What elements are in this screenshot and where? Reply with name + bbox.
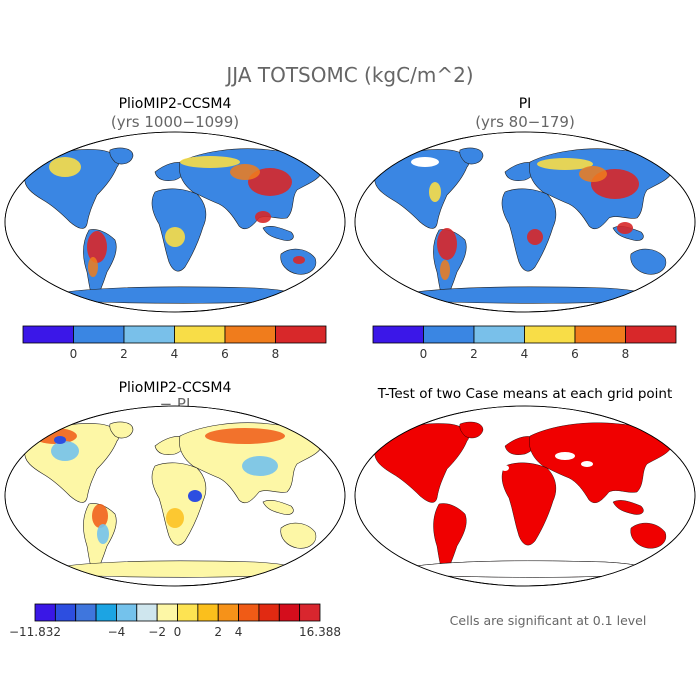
colorbar-swatch — [275, 325, 327, 344]
colorbar-pliomip2: 0 2 4 6 8 — [22, 325, 327, 361]
panel-4-title: T-Test of two Case means at each grid po… — [377, 386, 673, 402]
colorbar-swatch — [224, 325, 276, 344]
colorbar-tick-label: 8 — [272, 347, 280, 361]
colorbar-swatch — [136, 603, 158, 622]
colorbar-swatch — [123, 325, 175, 344]
colorbar-swatch — [217, 603, 239, 622]
map-panel-ttest — [354, 405, 696, 587]
panel-2-subtitle: (yrs 80−179) — [475, 113, 575, 131]
colorbar-swatch — [75, 603, 97, 622]
colorbar-swatch — [299, 603, 321, 622]
map-panel-difference — [4, 405, 346, 587]
panel-1-title: PlioMIP2-CCSM4 — [119, 96, 232, 112]
colorbar-tick-label: −11.832 — [9, 625, 61, 639]
colorbar-swatch — [278, 603, 301, 622]
colorbar-swatch — [95, 603, 117, 622]
colorbar-swatch — [73, 325, 125, 344]
colorbar-tick-label: 16.388 — [299, 625, 341, 639]
map-panel-pi — [354, 131, 696, 313]
colorbar-swatch — [524, 325, 576, 344]
colorbar-tick-label: 4 — [235, 625, 243, 639]
colorbar-pi: 0 2 4 6 8 — [372, 325, 677, 361]
colorbar-tick-label: 2 — [470, 347, 478, 361]
colorbar-swatch — [177, 603, 199, 622]
colorbar-tick-label: 0 — [70, 347, 78, 361]
colorbar-swatch — [423, 325, 475, 344]
colorbar-swatch — [54, 603, 77, 622]
colorbar-swatch — [372, 325, 424, 344]
map-panel-pliomip2 — [4, 131, 346, 313]
panel-2-title: PI — [519, 96, 532, 112]
colorbar-tick-label: −4 — [108, 625, 126, 639]
colorbar-tick-label: 2 — [214, 625, 222, 639]
colorbar-swatch — [473, 325, 525, 344]
colorbar-swatch — [238, 603, 260, 622]
colorbar-tick-label: 2 — [120, 347, 128, 361]
colorbar-swatch — [197, 603, 219, 622]
figure-title: JJA TOTSOMC (kgC/m^2) — [224, 63, 473, 87]
colorbar-swatch — [625, 325, 677, 344]
colorbar-swatch — [258, 603, 280, 622]
colorbar-swatch — [116, 603, 138, 622]
colorbar-swatch — [22, 325, 74, 344]
colorbar-difference: −11.832 −4 −2 0 2 4 16.388 — [9, 603, 341, 639]
colorbar-tick-label: 6 — [221, 347, 229, 361]
colorbar-swatch — [156, 603, 178, 622]
significance-note: Cells are significant at 0.1 level — [450, 613, 647, 628]
colorbar-swatch — [174, 325, 226, 344]
colorbar-tick-label: 8 — [622, 347, 630, 361]
colorbar-tick-label: 4 — [521, 347, 529, 361]
panel-3-title: PlioMIP2-CCSM4 — [119, 380, 232, 396]
colorbar-tick-label: 6 — [571, 347, 579, 361]
colorbar-tick-label: 0 — [420, 347, 428, 361]
colorbar-tick-label: 4 — [171, 347, 179, 361]
panel-1-subtitle: (yrs 1000−1099) — [111, 113, 239, 131]
colorbar-tick-label: −2 — [148, 625, 166, 639]
colorbar-swatch — [34, 603, 56, 622]
colorbar-tick-label: 0 — [174, 625, 182, 639]
colorbar-swatch — [574, 325, 626, 344]
